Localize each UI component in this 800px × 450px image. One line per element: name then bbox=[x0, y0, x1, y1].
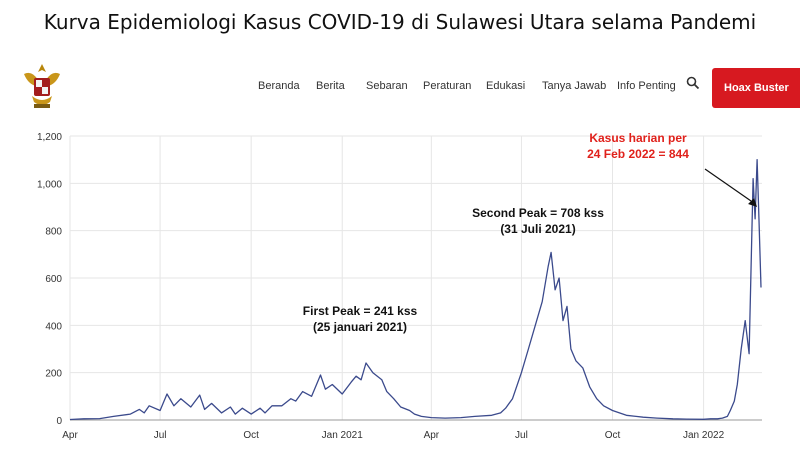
nav-item-beranda[interactable]: Beranda bbox=[258, 80, 300, 92]
annotation-feb-2022-label: 24 Feb 2022 = 844 bbox=[587, 147, 689, 161]
x-tick-label: Jan 2022 bbox=[683, 430, 725, 441]
annotation-first-peak-label: First Peak = 241 kss bbox=[303, 304, 418, 318]
nav-item-edukasi[interactable]: Edukasi bbox=[486, 80, 526, 92]
page-title: Kurva Epidemiologi Kasus COVID-19 di Sul… bbox=[43, 10, 757, 34]
x-tick-label: Jul bbox=[515, 430, 528, 441]
y-tick-label: 200 bbox=[45, 369, 62, 380]
series-line-daily-cases bbox=[69, 159, 762, 421]
y-tick-label: 1,200 bbox=[37, 132, 62, 143]
nav-item-berita[interactable]: Berita bbox=[316, 80, 345, 92]
x-tick-label: Apr bbox=[424, 430, 440, 441]
hoax-buster-button[interactable]: Hoax Buster bbox=[712, 68, 800, 108]
navbar: Beranda Berita Sebaran Peraturan Edukasi… bbox=[0, 60, 800, 116]
x-tick-label: Oct bbox=[605, 430, 621, 441]
annotations: Kasus harian per 24 Feb 2022 = 844 Second … bbox=[303, 131, 758, 334]
annotation-arrow-head bbox=[748, 198, 758, 207]
y-tick-label: 0 bbox=[56, 416, 62, 427]
x-tick-label: Apr bbox=[62, 430, 78, 441]
epidemic-curve-chart: 0 200 400 600 800 1,000 1,200 Apr Jul Oct Jan 202… bbox=[37, 131, 762, 441]
y-tick-label: 600 bbox=[45, 274, 62, 285]
garuda-emblem-icon[interactable] bbox=[22, 60, 62, 112]
x-axis-ticks: Apr Jul Oct Jan 2021 Apr Jul Oct Jan 2022 bbox=[62, 430, 724, 441]
nav-item-peraturan[interactable]: Peraturan bbox=[423, 80, 472, 92]
search-icon[interactable] bbox=[686, 76, 700, 90]
annotation-first-peak-label: (25 januari 2021) bbox=[313, 320, 407, 334]
nav-item-tanya-jawab[interactable]: Tanya Jawab bbox=[542, 80, 607, 92]
x-tick-label: Oct bbox=[243, 430, 259, 441]
x-tick-label: Jan 2021 bbox=[322, 430, 364, 441]
y-tick-label: 800 bbox=[45, 227, 62, 238]
y-tick-label: 1,000 bbox=[37, 179, 62, 190]
y-tick-label: 400 bbox=[45, 321, 62, 332]
y-axis-ticks: 0 200 400 600 800 1,000 1,200 bbox=[37, 132, 62, 427]
annotation-second-peak-label: (31 Juli 2021) bbox=[500, 222, 575, 236]
annotation-arrow-line bbox=[704, 168, 752, 202]
nav-item-sebaran[interactable]: Sebaran bbox=[366, 80, 408, 92]
nav-item-info-penting[interactable]: Info Penting bbox=[617, 80, 676, 92]
grid-lines bbox=[69, 135, 762, 421]
annotation-feb-2022-label: Kasus harian per bbox=[589, 131, 687, 145]
annotation-second-peak-label: Second Peak = 708 kss bbox=[472, 206, 604, 220]
x-tick-label: Jul bbox=[154, 430, 167, 441]
